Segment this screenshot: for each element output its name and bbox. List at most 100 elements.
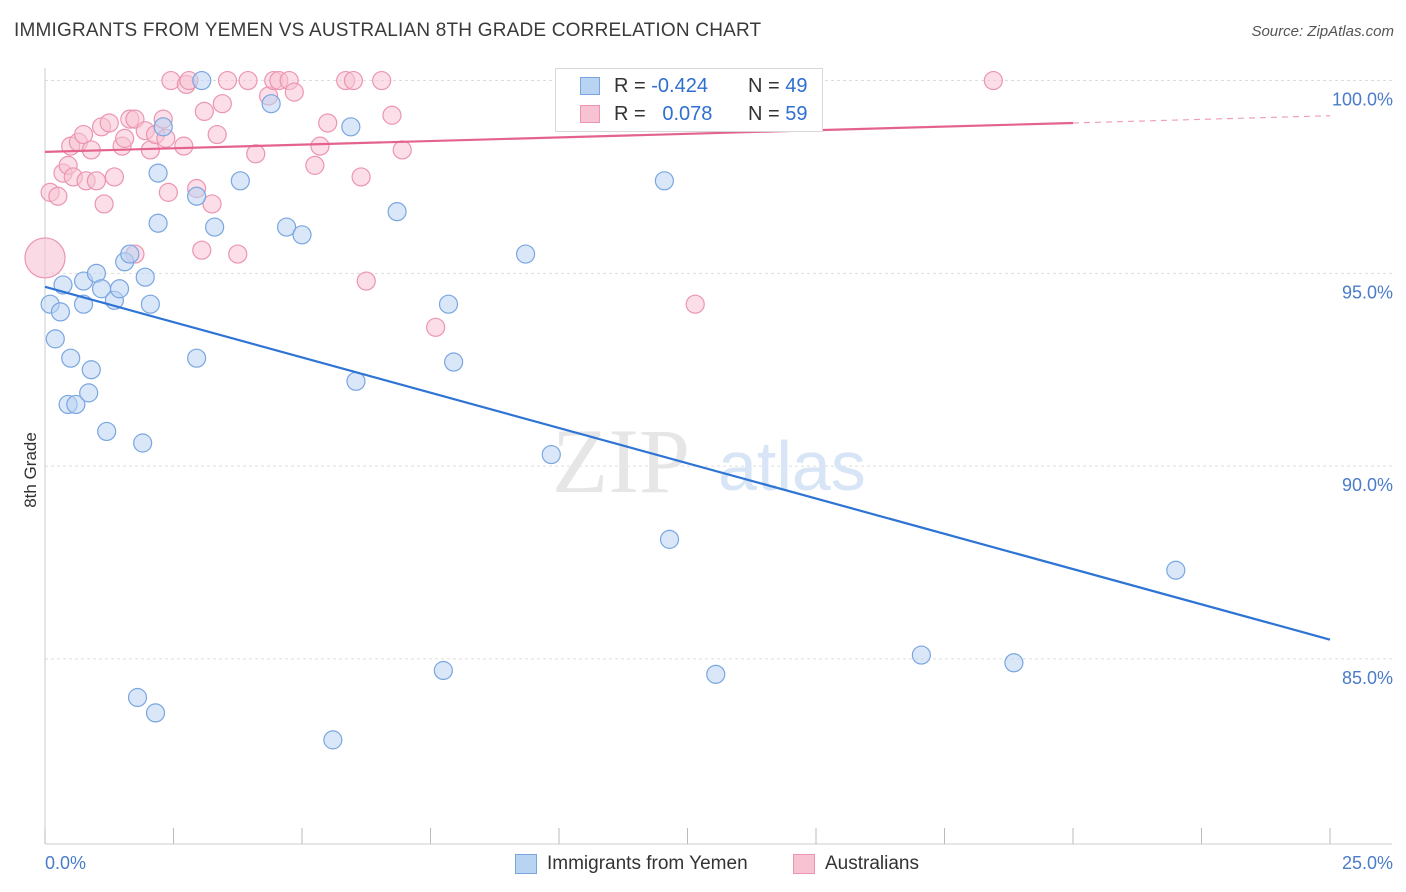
source-credit: Source: ZipAtlas.com xyxy=(1251,23,1394,40)
data-point xyxy=(212,94,232,114)
trend-line-yemen xyxy=(44,285,1331,641)
data-point xyxy=(444,352,464,372)
data-point xyxy=(284,82,304,102)
data-point xyxy=(99,113,119,133)
trend-line-australians-extension xyxy=(1072,115,1331,124)
data-point xyxy=(228,244,248,264)
data-point xyxy=(318,113,338,133)
x-tick-label: 0.0% xyxy=(45,853,86,873)
data-point xyxy=(148,213,168,233)
data-point xyxy=(392,140,412,160)
data-point xyxy=(541,444,561,465)
data-point xyxy=(120,244,140,264)
data-point xyxy=(261,94,281,114)
data-point xyxy=(81,360,101,380)
data-point xyxy=(246,144,266,164)
data-point xyxy=(433,660,453,681)
bottom-legend-australians: Australians xyxy=(793,851,919,877)
data-point xyxy=(1166,560,1186,580)
data-point xyxy=(94,194,114,214)
bottom-legend-label: Australians xyxy=(825,853,919,874)
trend-lines xyxy=(44,115,1331,641)
gridlines xyxy=(45,80,1392,660)
correlation-legend: R = -0.424 N = 49 R = 0.078 N = 59 xyxy=(555,68,823,132)
legend-r-value: 0.078 xyxy=(662,102,713,125)
legend-r-label: R = xyxy=(614,74,646,97)
data-point xyxy=(323,730,343,750)
data-point xyxy=(86,171,107,191)
data-point xyxy=(73,124,94,145)
data-point xyxy=(153,117,173,137)
data-point xyxy=(351,167,371,187)
data-point xyxy=(79,383,99,403)
data-point xyxy=(66,394,86,415)
data-point xyxy=(356,271,376,291)
legend-row-yemen: R = -0.424 N = 49 xyxy=(580,73,808,99)
data-point xyxy=(104,167,124,187)
data-point xyxy=(205,217,225,237)
data-point xyxy=(343,70,363,91)
bottom-legend-swatch-blue xyxy=(515,854,537,874)
data-point xyxy=(382,105,402,125)
data-point xyxy=(659,529,680,549)
data-point xyxy=(305,155,325,175)
legend-r-label: R = xyxy=(614,102,646,125)
data-point xyxy=(194,101,214,122)
data-point xyxy=(48,186,68,206)
data-point xyxy=(187,348,207,368)
data-point xyxy=(341,117,361,137)
legend-n-value: 59 xyxy=(785,102,808,125)
data-point xyxy=(685,294,705,314)
legend-n-value: 49 xyxy=(785,74,808,97)
data-point xyxy=(310,136,330,156)
axes xyxy=(44,68,1392,845)
bottom-legend-swatch-pink xyxy=(793,854,815,874)
data-point xyxy=(706,664,726,684)
legend-row-australians: R = 0.078 N = 59 xyxy=(580,101,808,127)
data-point xyxy=(140,294,160,314)
watermark-atlas: atlas xyxy=(718,427,866,505)
data-point xyxy=(654,171,674,191)
australians-points xyxy=(24,70,1003,337)
trend-line-australians xyxy=(44,121,1074,153)
legend-swatch-blue xyxy=(580,77,600,95)
data-point xyxy=(115,128,135,148)
legend-n-label: N = xyxy=(748,74,780,97)
data-point xyxy=(202,194,222,214)
data-point xyxy=(109,279,130,299)
chart-title: IMMIGRANTS FROM YEMEN VS AUSTRALIAN 8TH … xyxy=(14,20,762,41)
data-point xyxy=(187,186,207,206)
data-point xyxy=(515,244,536,264)
data-point xyxy=(127,687,148,708)
legend-swatch-pink xyxy=(580,105,600,123)
y-tick-label: 85.0% xyxy=(1342,668,1393,688)
data-point xyxy=(45,329,65,349)
data-point xyxy=(145,703,166,723)
data-point xyxy=(192,240,212,260)
bottom-legend-label: Immigrants from Yemen xyxy=(547,853,748,874)
x-tick-labels: 0.0% 25.0% xyxy=(45,853,1393,873)
watermark-zip: ZIP xyxy=(552,410,690,512)
y-tick-label: 90.0% xyxy=(1342,475,1393,495)
data-point xyxy=(387,202,407,222)
data-point xyxy=(50,302,71,322)
data-point xyxy=(207,124,227,145)
data-point xyxy=(238,70,258,91)
data-point xyxy=(292,225,312,245)
data-point xyxy=(133,433,153,453)
data-point xyxy=(230,171,250,191)
y-tick-label: 100.0% xyxy=(1332,90,1393,110)
y-tick-label: 95.0% xyxy=(1342,282,1393,302)
data-point xyxy=(61,348,81,368)
data-point xyxy=(438,294,459,314)
y-tick-labels: 100.0% 95.0% 90.0% 85.0% xyxy=(1332,90,1393,688)
x-tick-label: 25.0% xyxy=(1342,853,1393,873)
legend-n-label: N = xyxy=(748,102,780,125)
data-point xyxy=(217,70,238,91)
data-point xyxy=(97,421,117,442)
data-point xyxy=(983,70,1003,91)
data-point xyxy=(372,70,392,91)
data-point xyxy=(192,70,212,91)
y-axis-label: 8th Grade xyxy=(21,432,40,508)
